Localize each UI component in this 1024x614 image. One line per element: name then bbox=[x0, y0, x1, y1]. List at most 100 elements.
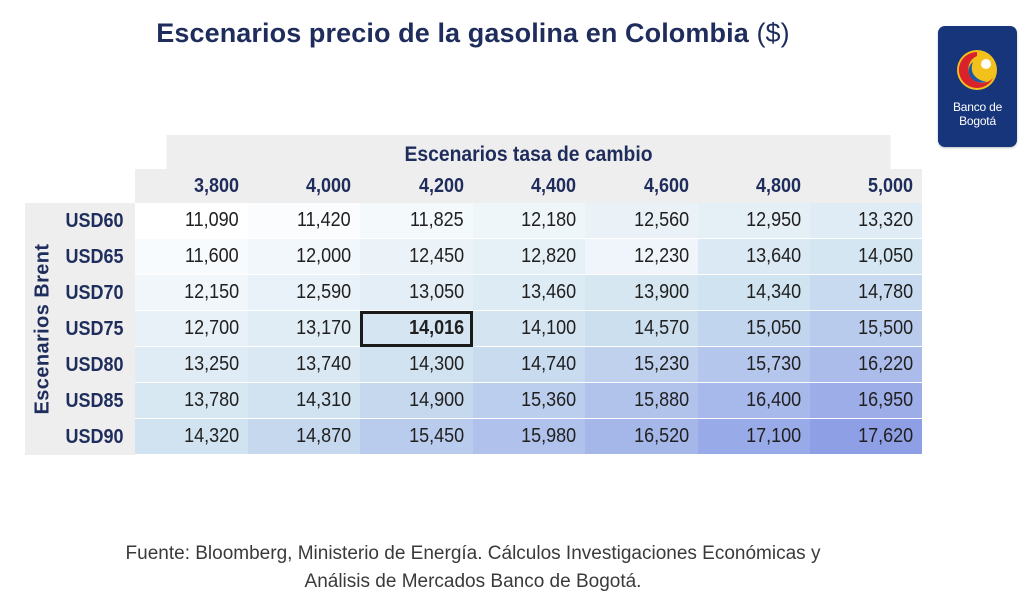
cell-value: 12,950 bbox=[745, 209, 801, 231]
cell-value: 16,950 bbox=[857, 389, 913, 411]
table-cell: 15,050 bbox=[698, 311, 810, 347]
cell-value: 13,050 bbox=[408, 281, 464, 303]
table-cell: 12,590 bbox=[248, 275, 360, 311]
cell-value: 13,250 bbox=[183, 353, 239, 375]
row-header: USD90 bbox=[25, 419, 135, 455]
table-cell: 11,600 bbox=[135, 239, 248, 275]
cell-value: 15,880 bbox=[633, 389, 689, 411]
row-group-panel: Escenarios Brent bbox=[25, 203, 135, 455]
table-cell: 14,320 bbox=[135, 419, 248, 455]
cell-value: 12,450 bbox=[408, 245, 464, 267]
logo-text-line1: Banco de bbox=[952, 100, 1003, 114]
column-header: 3,800 bbox=[135, 169, 248, 203]
cell-value: 14,900 bbox=[408, 389, 464, 411]
table-cell: 11,090 bbox=[135, 203, 248, 239]
table-cell: 16,220 bbox=[810, 347, 922, 383]
column-header-label: 4,000 bbox=[305, 174, 351, 197]
table-cell: 15,980 bbox=[473, 419, 585, 455]
row-header-label: USD90 bbox=[64, 425, 123, 448]
bank-logo: Banco de Bogotá bbox=[938, 26, 1017, 147]
title-unit: ($) bbox=[756, 18, 790, 48]
table-cell: 15,450 bbox=[360, 419, 473, 455]
column-group-label: Escenarios tasa de cambio bbox=[166, 135, 891, 169]
banco-de-bogota-logo-icon bbox=[957, 50, 997, 90]
column-header: 4,800 bbox=[698, 169, 810, 203]
cell-value: 15,450 bbox=[408, 425, 464, 447]
table-cell: 14,310 bbox=[248, 383, 360, 419]
table-cell: 13,170 bbox=[248, 311, 360, 347]
cell-value: 12,150 bbox=[183, 281, 239, 303]
table-cell: 13,640 bbox=[698, 239, 810, 275]
cell-value: 13,780 bbox=[183, 389, 239, 411]
table-cell: 15,730 bbox=[698, 347, 810, 383]
row-header-label: USD60 bbox=[64, 209, 123, 232]
table-cell: 14,900 bbox=[360, 383, 473, 419]
row-header: USD85 bbox=[25, 383, 135, 419]
cell-value: 13,460 bbox=[520, 281, 576, 303]
cell-value: 13,170 bbox=[295, 317, 351, 339]
table-cell: 13,320 bbox=[810, 203, 922, 239]
table-cell: 12,150 bbox=[135, 275, 248, 311]
table-cell: 16,400 bbox=[698, 383, 810, 419]
table-cell: 13,780 bbox=[135, 383, 248, 419]
table-cell: 12,180 bbox=[473, 203, 585, 239]
column-header: 4,600 bbox=[585, 169, 698, 203]
row-header: USD80 bbox=[25, 347, 135, 383]
cell-value: 14,870 bbox=[295, 425, 351, 447]
row-header: USD65 bbox=[25, 239, 135, 275]
table-cell: 14,300 bbox=[360, 347, 473, 383]
cell-value: 16,220 bbox=[857, 353, 913, 375]
table-cell: 12,950 bbox=[698, 203, 810, 239]
table-cell: 14,100 bbox=[473, 311, 585, 347]
row-header: USD60 bbox=[25, 203, 135, 239]
source-note: Fuente: Bloomberg, Ministerio de Energía… bbox=[0, 540, 946, 596]
column-header-label: 3,800 bbox=[193, 174, 239, 197]
column-header-label: 4,600 bbox=[643, 174, 689, 197]
scenario-table: Escenarios tasa de cambio Escenarios Bre… bbox=[25, 135, 922, 455]
cell-value: 12,820 bbox=[520, 245, 576, 267]
table-cell: 14,870 bbox=[248, 419, 360, 455]
table-cell: 15,880 bbox=[585, 383, 698, 419]
table-cell: 13,740 bbox=[248, 347, 360, 383]
page-title: Escenarios precio de la gasolina en Colo… bbox=[0, 18, 946, 49]
column-header-label: 4,400 bbox=[530, 174, 576, 197]
cell-value: 15,360 bbox=[520, 389, 576, 411]
table-cell: 13,900 bbox=[585, 275, 698, 311]
row-header-label: USD70 bbox=[64, 281, 123, 304]
cell-value: 11,600 bbox=[185, 245, 239, 267]
column-header: 4,400 bbox=[473, 169, 585, 203]
table-cell: 12,700 bbox=[135, 311, 248, 347]
cell-value: 14,310 bbox=[295, 389, 351, 411]
table-cell: 14,740 bbox=[473, 347, 585, 383]
table-cell: 13,050 bbox=[360, 275, 473, 311]
table-cell: 12,000 bbox=[248, 239, 360, 275]
source-line-1: Fuente: Bloomberg, Ministerio de Energía… bbox=[125, 543, 821, 564]
cell-value: 13,900 bbox=[633, 281, 689, 303]
cell-value: 14,050 bbox=[857, 245, 913, 267]
cell-value: 12,000 bbox=[295, 245, 351, 267]
cell-value: 14,300 bbox=[408, 353, 464, 375]
row-header-label: USD80 bbox=[64, 353, 123, 376]
table-cell: 17,620 bbox=[810, 419, 922, 455]
table-cell: 15,360 bbox=[473, 383, 585, 419]
cell-value: 12,560 bbox=[633, 209, 689, 231]
table-cell: 15,230 bbox=[585, 347, 698, 383]
column-header: 4,000 bbox=[248, 169, 360, 203]
table-cell: 14,050 bbox=[810, 239, 922, 275]
table-cell: 11,420 bbox=[248, 203, 360, 239]
column-header: 5,000 bbox=[810, 169, 922, 203]
cell-value: 15,500 bbox=[857, 317, 913, 339]
title-text: Escenarios precio de la gasolina en Colo… bbox=[156, 18, 749, 48]
logo-text-line2: Bogotá bbox=[959, 114, 996, 128]
highlighted-cell: 14,016 bbox=[360, 311, 473, 347]
cell-value: 17,100 bbox=[745, 425, 801, 447]
cell-value: 13,640 bbox=[745, 245, 801, 267]
cell-value: 15,050 bbox=[745, 317, 801, 339]
table-corner bbox=[25, 135, 135, 203]
cell-value: 16,520 bbox=[633, 425, 689, 447]
cell-value: 15,980 bbox=[520, 425, 576, 447]
cell-value: 14,100 bbox=[520, 317, 576, 339]
cell-value: 12,590 bbox=[295, 281, 351, 303]
cell-value: 14,340 bbox=[745, 281, 801, 303]
row-header: USD70 bbox=[25, 275, 135, 311]
